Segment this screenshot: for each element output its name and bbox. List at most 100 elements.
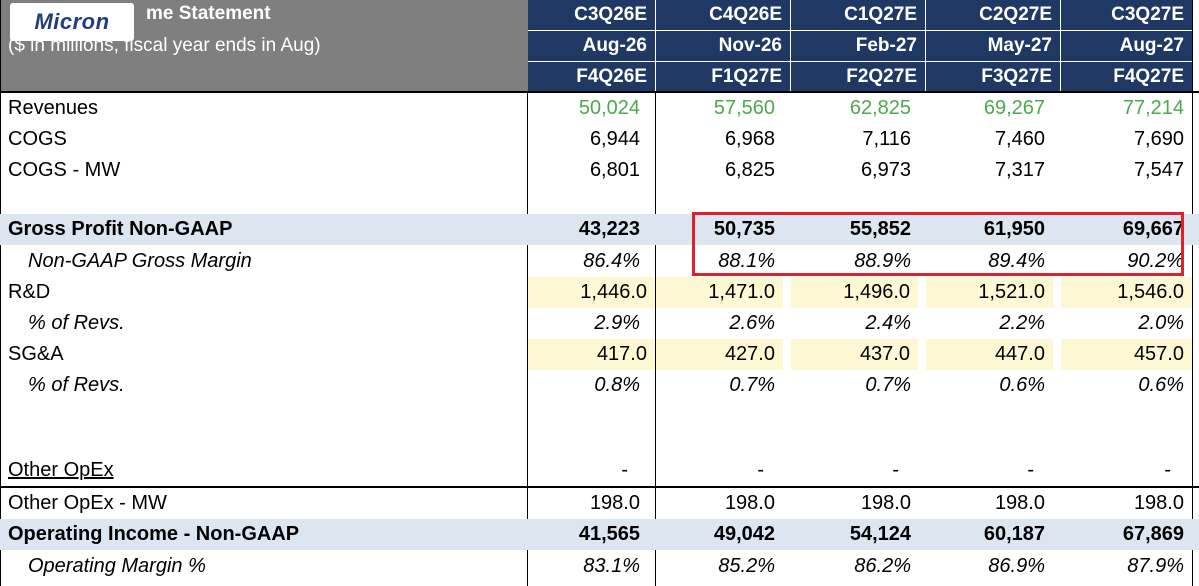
header-divider: [1061, 61, 1192, 62]
header-fiscal: F4Q26E: [576, 66, 647, 87]
row-sga: SG&A 417.0 427.0 437.0 447.0 457.0: [0, 339, 1199, 370]
header-divider: [656, 30, 790, 31]
cell: 54,124: [849, 523, 911, 545]
cell: -: [892, 459, 899, 481]
row-label: SG&A: [8, 343, 64, 365]
row-label: Other OpEx: [8, 459, 114, 481]
cell: 77,214: [1122, 97, 1184, 119]
cell: -: [1027, 459, 1034, 481]
cell: 198.0: [724, 492, 775, 514]
cell: 6,825: [724, 159, 775, 181]
cell: 6,973: [860, 159, 911, 181]
cell: 88.9%: [854, 250, 911, 272]
column-header-2: C1Q27E Feb-27 F2Q27E: [791, 0, 925, 91]
cell: 0.6%: [999, 374, 1045, 396]
cell: -: [621, 459, 628, 481]
cell: 1,471.0: [656, 277, 783, 308]
cell: 87.9%: [1127, 555, 1184, 577]
cell: 89.4%: [988, 250, 1045, 272]
cell: 2.4%: [865, 312, 911, 334]
cell: 198.0: [1133, 492, 1184, 514]
cell: 0.7%: [865, 374, 911, 396]
cell: 198.0: [994, 492, 1045, 514]
cell: 7,460: [994, 128, 1045, 150]
row-label: Operating Income - Non-GAAP: [8, 523, 300, 545]
cell: 7,317: [994, 159, 1045, 181]
cell: 83.1%: [583, 555, 640, 577]
column-header-1: C4Q26E Nov-26 F1Q27E: [656, 0, 790, 91]
cell: 90.2%: [1127, 250, 1184, 272]
header-cal: C3Q27E: [1111, 4, 1184, 25]
column-header-0: C3Q26E Aug-26 F4Q26E: [528, 0, 655, 91]
row-revenues: Revenues 50,024 57,560 62,825 69,267 77,…: [0, 93, 1199, 124]
logo-text: Micron: [34, 9, 110, 34]
header-month: Aug-26: [582, 35, 647, 56]
grid-line: [0, 0, 1, 586]
header-month: May-27: [987, 35, 1052, 56]
cell: 85.2%: [718, 555, 775, 577]
cell: 86.2%: [854, 555, 911, 577]
cell: 67,869: [1122, 523, 1184, 545]
cell: 447.0: [926, 339, 1053, 370]
row-cogs: COGS 6,944 6,968 7,116 7,460 7,690: [0, 124, 1199, 155]
cell: 88.1%: [718, 250, 775, 272]
cell: 69,667: [1122, 218, 1184, 240]
cell: 50,024: [578, 97, 640, 119]
header-fiscal: F3Q27E: [981, 66, 1052, 87]
cell: 198.0: [860, 492, 911, 514]
cell: 457.0: [1061, 339, 1192, 370]
cell: 41,565: [578, 523, 640, 545]
row-sga-pct: % of Revs. 0.8% 0.7% 0.7% 0.6% 0.6%: [0, 370, 1199, 401]
cell: 86.9%: [988, 555, 1045, 577]
row-gross-margin: Non-GAAP Gross Margin 86.4% 88.1% 88.9% …: [0, 246, 1199, 277]
cell: 7,690: [1133, 128, 1184, 150]
grid-line: [1192, 0, 1193, 586]
row-rnd: R&D 1,446.0 1,471.0 1,496.0 1,521.0 1,54…: [0, 277, 1199, 308]
cell: -: [757, 459, 764, 481]
row-label: R&D: [8, 281, 51, 303]
header-month: Nov-26: [718, 35, 782, 56]
cell: 198.0: [589, 492, 640, 514]
header-divider: [1061, 30, 1192, 31]
header-bottom-rule: [0, 91, 1199, 93]
cell: 2.6%: [729, 312, 775, 334]
cell: 427.0: [656, 339, 783, 370]
header-divider: [926, 61, 1060, 62]
grid-line: [655, 91, 656, 586]
cell: 61,950: [983, 218, 1045, 240]
column-header-3: C2Q27E May-27 F3Q27E: [926, 0, 1060, 91]
header-cal: C2Q27E: [979, 4, 1052, 25]
header-fiscal: F2Q27E: [846, 66, 917, 87]
header-month: Feb-27: [855, 35, 917, 56]
cell: 0.8%: [594, 374, 640, 396]
row-operating-margin: Operating Margin % 83.1% 85.2% 86.2% 86.…: [0, 551, 1199, 582]
header-cal: C1Q27E: [844, 4, 917, 25]
cell: 6,801: [589, 159, 640, 181]
row-label: Revenues: [8, 97, 99, 119]
row-rnd-pct: % of Revs. 2.9% 2.6% 2.4% 2.2% 2.0%: [0, 308, 1199, 339]
cell: 437.0: [791, 339, 918, 370]
cell: 62,825: [849, 97, 911, 119]
row-other-opex: Other OpEx - - - - -: [0, 455, 1199, 486]
sheet-title: me Statement: [146, 3, 271, 24]
header-divider: [528, 30, 655, 31]
header-cal: C3Q26E: [574, 4, 647, 25]
cell: 50,735: [713, 218, 775, 240]
row-label: % of Revs.: [28, 312, 125, 334]
cell: 7,116: [862, 128, 911, 150]
title-block: me Statement ($ in millions, fiscal year…: [0, 0, 528, 91]
header-divider: [656, 61, 790, 62]
row-label: Non-GAAP Gross Margin: [28, 250, 252, 272]
row-label: % of Revs.: [28, 374, 125, 396]
cell: 69,267: [983, 97, 1045, 119]
row-label: COGS - MW: [8, 159, 121, 181]
cell: 7,547: [1133, 159, 1184, 181]
subtotal-rule: [0, 486, 1199, 488]
header-fiscal: F1Q27E: [711, 66, 782, 87]
cell: 2.2%: [999, 312, 1045, 334]
cell: 1,496.0: [791, 277, 918, 308]
micron-logo: Micron: [10, 3, 134, 41]
row-gross-profit: Gross Profit Non-GAAP 43,223 50,735 55,8…: [0, 214, 1199, 245]
header-month: Aug-27: [1119, 35, 1184, 56]
